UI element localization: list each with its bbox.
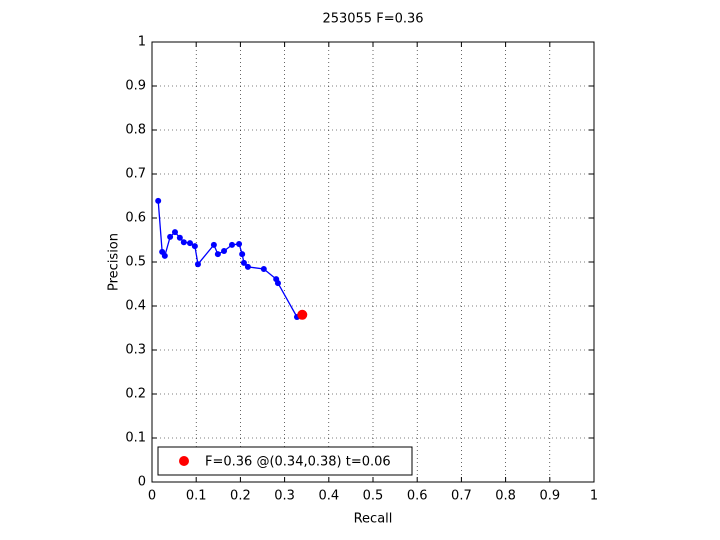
x-tick-label: 0.2 — [230, 489, 251, 504]
legend-marker — [179, 456, 189, 466]
data-point — [171, 229, 178, 236]
legend-label: F=0.36 @(0.34,0.38) t=0.06 — [205, 455, 391, 470]
data-point — [155, 197, 162, 204]
data-point — [260, 266, 267, 273]
x-tick-label: 0.5 — [363, 489, 384, 504]
x-tick-label: 0.7 — [451, 489, 472, 504]
data-point — [194, 261, 201, 268]
data-point — [297, 309, 308, 320]
y-tick-label: 0.2 — [125, 387, 146, 402]
x-tick-label: 0.9 — [539, 489, 560, 504]
y-tick-label: 0 — [138, 475, 146, 490]
data-line — [157, 200, 298, 318]
y-tick-label: 0.7 — [125, 167, 146, 182]
data-point — [274, 280, 281, 287]
data-point — [239, 251, 246, 258]
data-point — [210, 241, 217, 248]
y-tick-label: 0.4 — [125, 299, 146, 314]
plot-frame — [151, 41, 595, 483]
x-tick-label: 0.6 — [407, 489, 428, 504]
data-point — [176, 234, 183, 241]
y-tick-label: 0.8 — [125, 123, 146, 138]
legend-box — [157, 446, 413, 476]
x-tick-label: 1 — [590, 489, 598, 504]
data-point — [167, 233, 174, 240]
y-tick-label: 0.9 — [125, 79, 146, 94]
y-tick-label: 0.6 — [125, 211, 146, 226]
x-tick-label: 0 — [148, 489, 156, 504]
data-point — [236, 240, 243, 247]
x-tick-label: 0.3 — [274, 489, 295, 504]
chart-title: 253055 F=0.36 — [322, 12, 423, 27]
data-point — [191, 243, 198, 250]
data-point — [187, 240, 194, 247]
x-tick-label: 0.1 — [186, 489, 207, 504]
x-tick-label: 0.8 — [495, 489, 516, 504]
data-point — [161, 252, 168, 259]
data-point — [221, 248, 228, 254]
y-tick-label: 0.5 — [125, 255, 146, 270]
y-tick-label: 0.1 — [125, 431, 146, 446]
data-point — [180, 239, 187, 246]
x-tick-label: 0.4 — [318, 489, 339, 504]
x-axis-label: Recall — [354, 512, 393, 527]
data-point — [229, 241, 236, 248]
y-tick-label: 0.3 — [125, 343, 146, 358]
data-point — [240, 259, 247, 266]
y-tick-label: 1 — [138, 35, 146, 50]
data-point — [244, 263, 251, 270]
data-point — [214, 251, 221, 258]
y-axis-label: Precision — [107, 233, 122, 291]
